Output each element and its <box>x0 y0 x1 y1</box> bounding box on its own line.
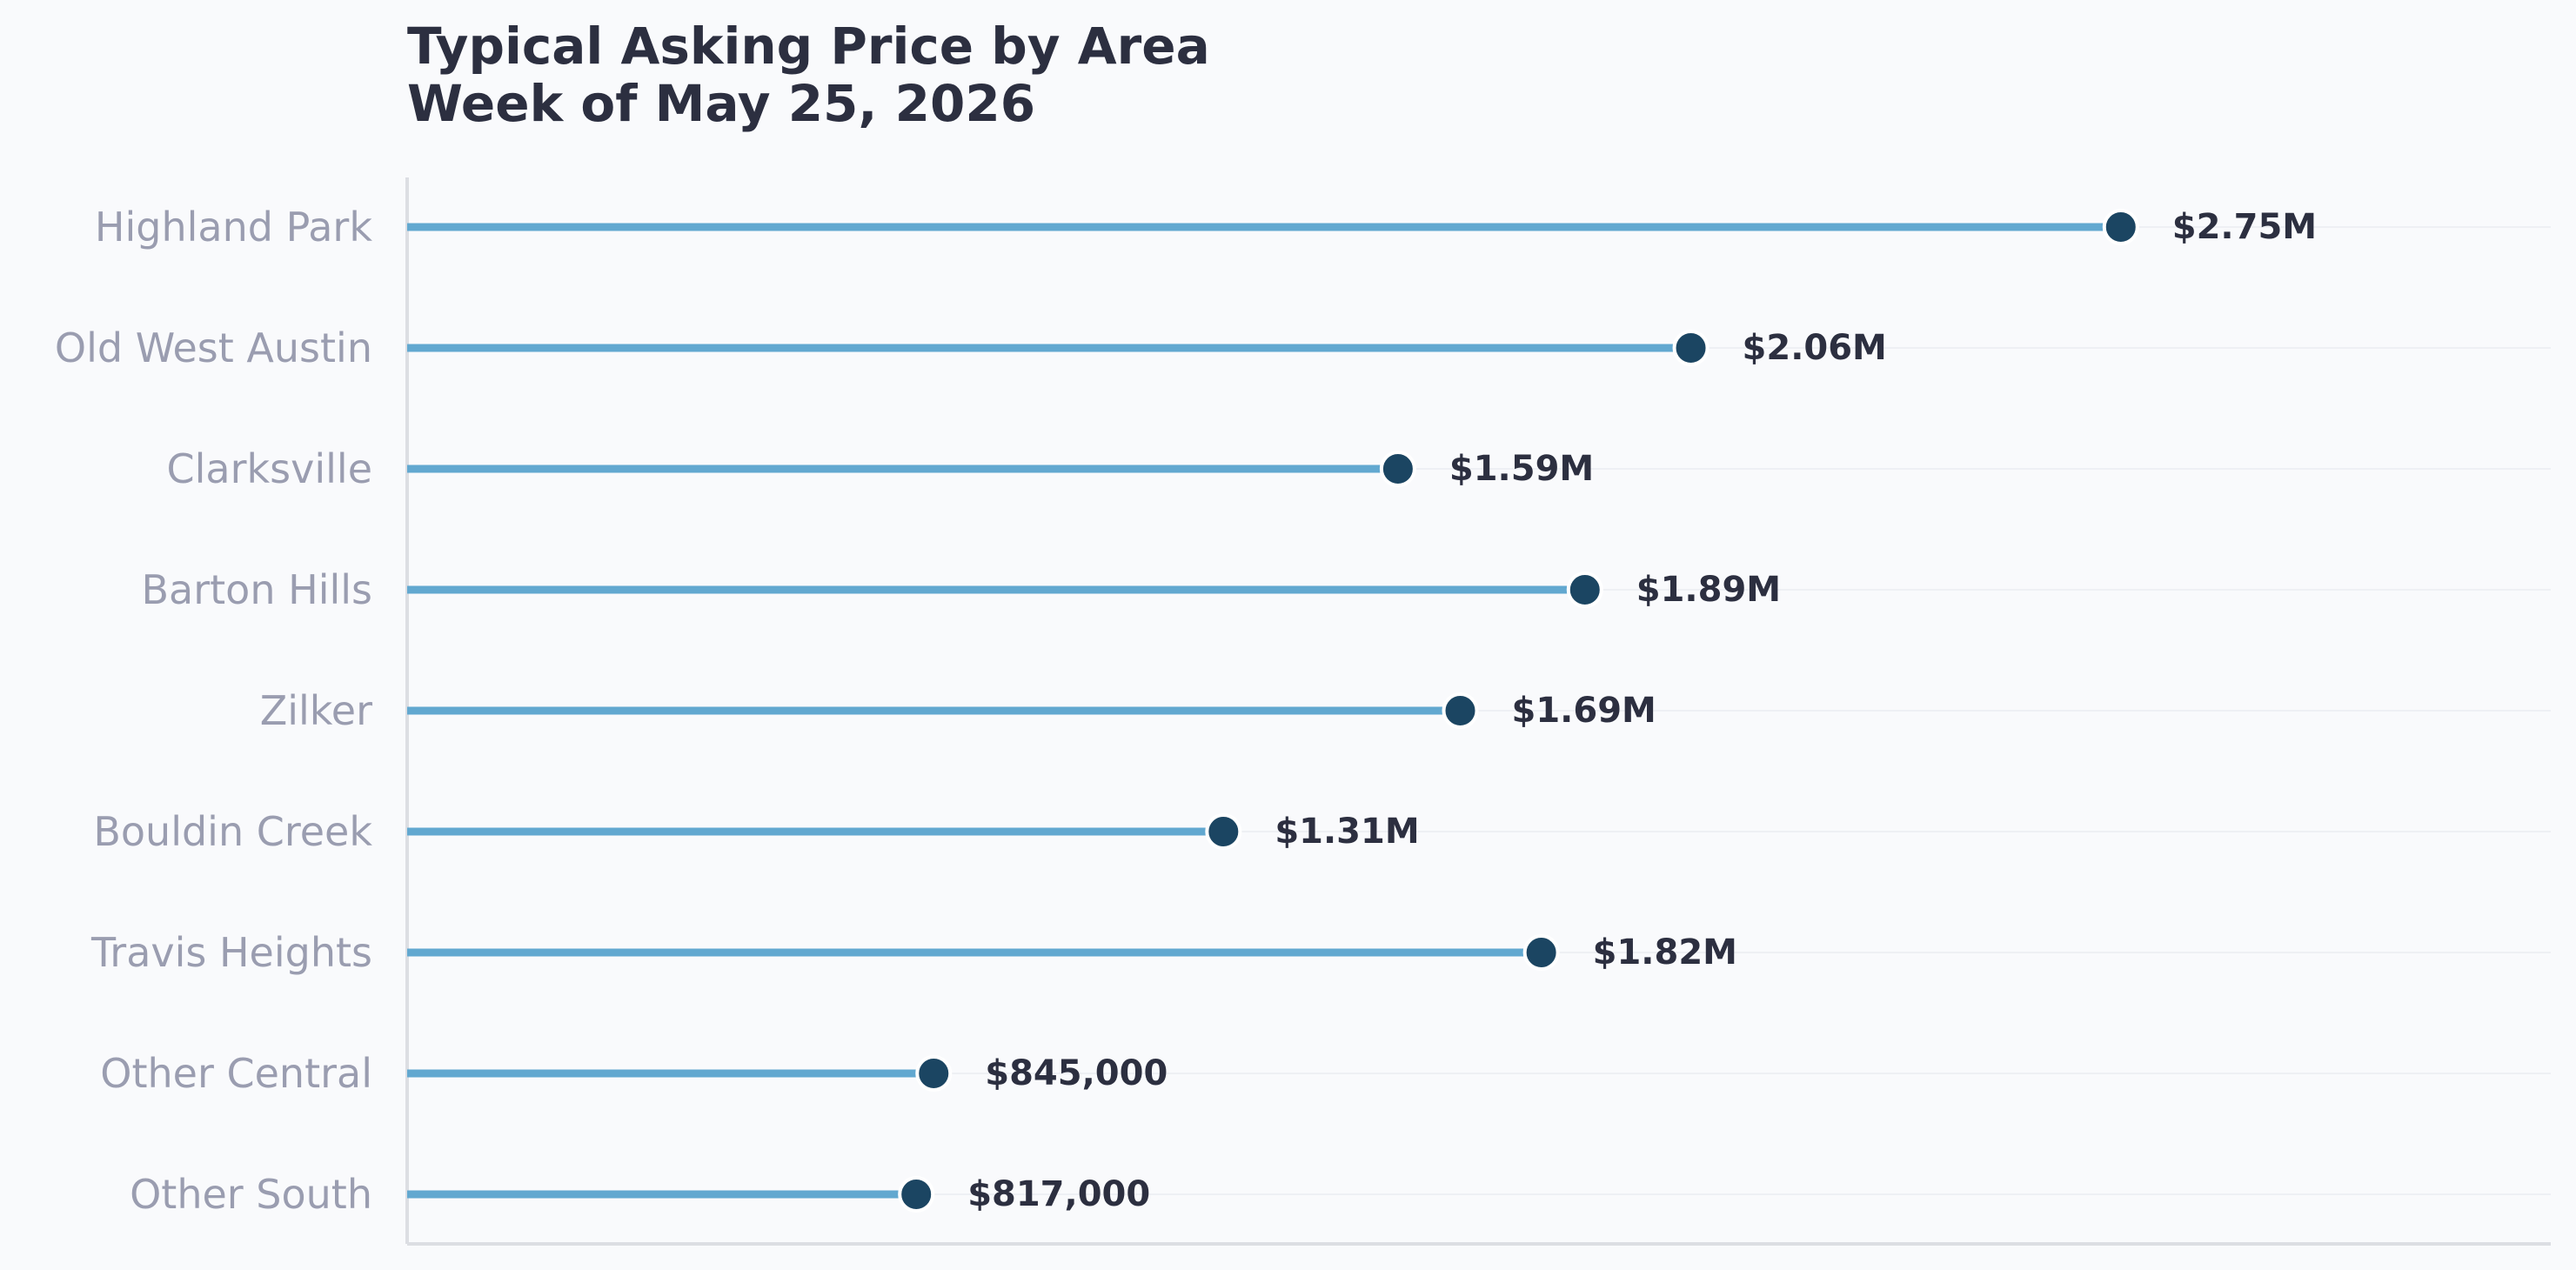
category-label: Zilker <box>260 687 372 734</box>
chart-subtitle: Week of May 25, 2026 <box>407 74 1036 133</box>
category-label: Clarksville <box>167 445 372 492</box>
value-label: $1.59M <box>1449 449 1594 489</box>
lollipop-dot <box>915 1055 953 1092</box>
value-label: $2.06M <box>1743 328 1887 368</box>
category-label: Other Central <box>100 1050 372 1097</box>
lollipop-dot <box>898 1176 935 1213</box>
category-label: Other South <box>130 1171 372 1218</box>
category-label: Bouldin Creek <box>93 808 372 855</box>
value-label: $1.31M <box>1275 812 1419 852</box>
lollipop-dot <box>1442 692 1479 729</box>
value-label: $1.89M <box>1636 570 1781 610</box>
value-label: $817,000 <box>967 1174 1150 1214</box>
lollipop-dot <box>1379 451 1416 487</box>
category-label: Barton Hills <box>141 566 372 613</box>
lollipop-dot <box>1566 572 1603 608</box>
value-label: $1.82M <box>1593 932 1737 973</box>
lollipop-dot <box>1672 330 1710 366</box>
lollipop-dot <box>2102 209 2139 245</box>
value-label: $1.69M <box>1512 691 1656 731</box>
category-label: Highland Park <box>95 204 372 251</box>
category-label: Travis Heights <box>90 929 372 976</box>
category-label: Old West Austin <box>55 324 372 371</box>
value-label: $845,000 <box>985 1053 1168 1093</box>
lollipop-dot <box>1522 934 1560 971</box>
lollipop-dot <box>1205 813 1242 850</box>
chart-title: Typical Asking Price by Area <box>407 17 1210 76</box>
value-label: $2.75M <box>2172 207 2317 247</box>
